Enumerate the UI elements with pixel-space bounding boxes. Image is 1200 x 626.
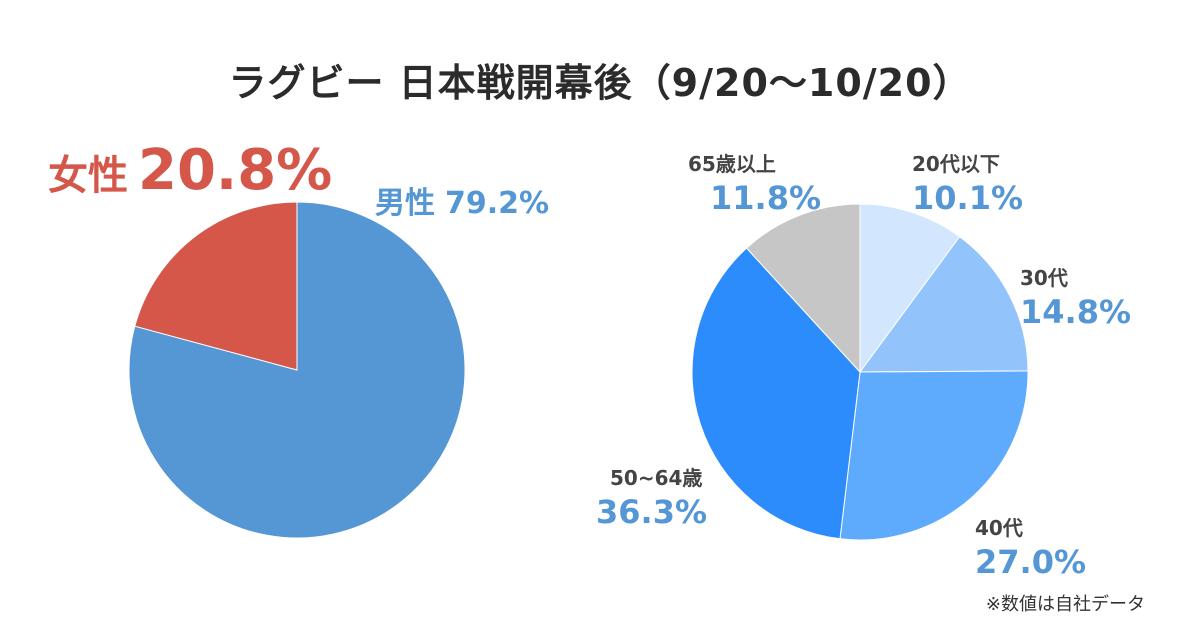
female-value-label: 20.8% <box>138 138 333 203</box>
age-label-40s: 40代 27.0% <box>975 512 1086 581</box>
age-pie-slice-3 <box>691 247 861 540</box>
female-category-label: 女性 <box>48 153 128 199</box>
age-pie-chart <box>691 203 1029 541</box>
age-category-label: 65歳以上 <box>688 152 776 176</box>
female-label: 女性 20.8% <box>48 138 332 203</box>
gender-pie-slice-1 <box>134 201 298 371</box>
age-value-label: 11.8% <box>710 179 822 217</box>
male-category-label: 男性 <box>375 186 435 221</box>
age-label-30s: 30代 14.8% <box>1020 262 1131 331</box>
age-category-label: 50~64歳 <box>610 466 703 490</box>
male-label: 男性 79.2% <box>375 178 549 222</box>
age-value-label: 10.1% <box>912 179 1024 217</box>
age-pie-slice-1 <box>859 236 1029 373</box>
gender-pie-chart <box>128 201 466 539</box>
age-pie-slice-4 <box>745 203 861 374</box>
age-category-label: 40代 <box>975 516 1023 540</box>
age-category-label: 20代以下 <box>912 152 1000 176</box>
age-label-20s-and-under: 20代以下 10.1% <box>912 148 1023 217</box>
age-label-65-and-over: 65歳以上 11.8% <box>688 148 821 217</box>
data-source-note: ※数値は自社データ <box>985 594 1145 615</box>
age-value-label: 36.3% <box>596 493 708 531</box>
age-value-label: 27.0% <box>975 543 1087 581</box>
gender-pie-slice-0 <box>128 201 466 539</box>
age-label-50-64: 50~64歳 36.3% <box>596 462 707 531</box>
male-value-label: 79.2% <box>445 186 550 221</box>
age-category-label: 30代 <box>1020 266 1068 290</box>
age-pie-slice-0 <box>859 203 961 374</box>
chart-title: ラグビー 日本戦開幕後（9/20〜10/20） <box>228 61 972 105</box>
age-pie-slice-2 <box>839 370 1029 541</box>
age-value-label: 14.8% <box>1020 293 1132 331</box>
